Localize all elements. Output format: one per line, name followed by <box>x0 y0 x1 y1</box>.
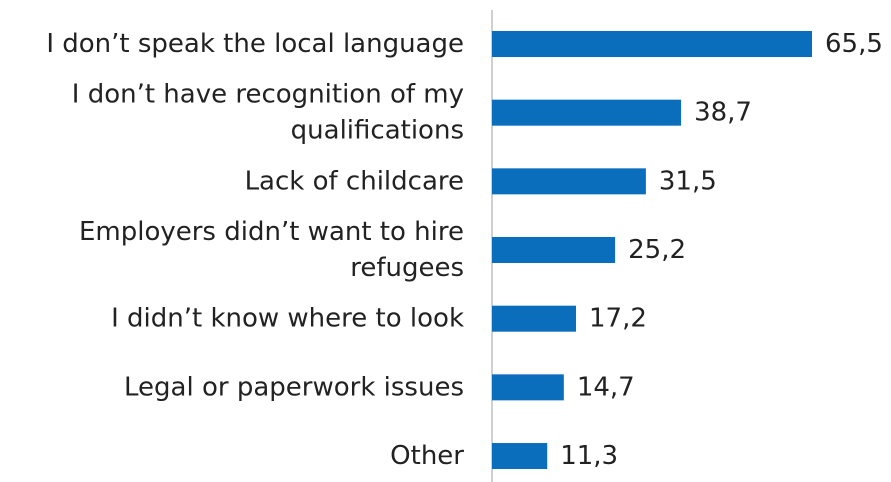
bar-1 <box>492 99 682 126</box>
bar-5 <box>492 374 564 401</box>
category-label-6: Other <box>390 441 464 471</box>
value-label-2: 31,5 <box>659 166 717 196</box>
category-labels-group: I don’t speak the local language I don’t … <box>46 29 464 471</box>
value-label-0: 65,5 <box>825 29 883 59</box>
bars-group <box>492 31 812 470</box>
bar-0 <box>492 31 812 57</box>
value-labels-group: 65,5 38,7 31,5 25,2 17,2 14,7 11,3 <box>560 29 883 471</box>
category-label-3: Employers didn’t want to hire refugees <box>79 217 464 283</box>
value-label-1: 38,7 <box>694 98 752 128</box>
bar-2 <box>492 168 646 195</box>
bar-3 <box>492 237 616 264</box>
category-label-0: I don’t speak the local language <box>46 29 464 59</box>
category-label-2: Lack of childcare <box>245 166 464 196</box>
value-label-4: 17,2 <box>589 304 647 334</box>
bar-6 <box>492 443 548 470</box>
value-label-6: 11,3 <box>560 441 618 471</box>
value-label-5: 14,7 <box>577 372 635 402</box>
category-label-5: Legal or paperwork issues <box>124 372 464 402</box>
bar-4 <box>492 305 577 332</box>
category-label-4: I didn’t know where to look <box>111 304 464 334</box>
value-label-3: 25,2 <box>628 235 686 265</box>
category-label-1: I don’t have recognition of my qualificat… <box>72 80 464 146</box>
